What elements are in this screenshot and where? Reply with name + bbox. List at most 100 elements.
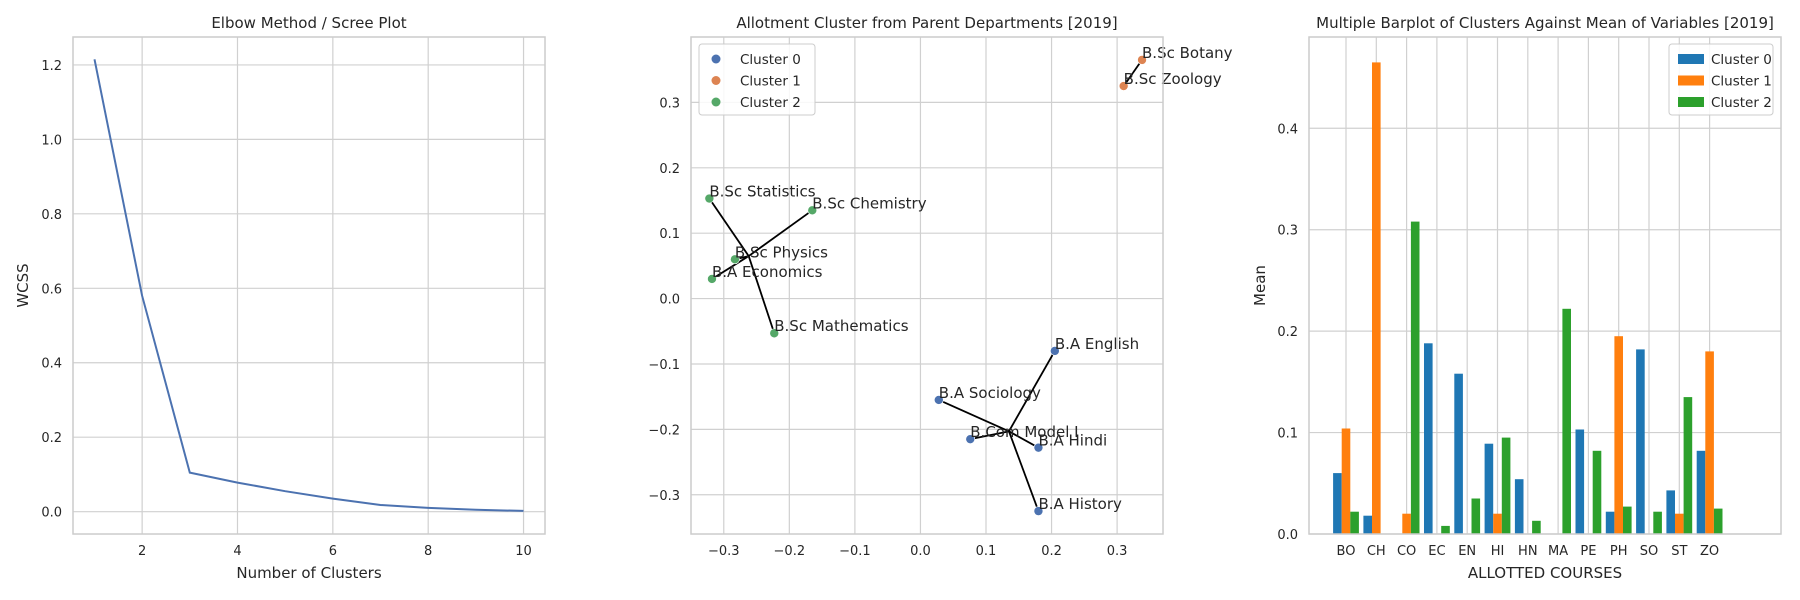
bar	[1605, 511, 1615, 534]
elbow-y-tick-label: 0.4	[41, 357, 62, 372]
barplot-x-tick-label: HI	[1491, 544, 1505, 559]
elbow-y-tick-label: 0.0	[41, 506, 62, 521]
scatter-point	[807, 205, 818, 216]
cluster-barplot-ylabel: Mean	[1251, 265, 1269, 306]
barplot-x-tick-label: HN	[1518, 544, 1538, 559]
scatter-x-tick-label: 0.3	[1107, 544, 1128, 559]
barplot-y-tick-label: 0.4	[1277, 122, 1298, 137]
scatter-point-label: B.A Hindi	[1038, 432, 1107, 450]
elbow-x-tick-label: 6	[329, 544, 337, 559]
scatter-point-label: B.Sc Mathematics	[774, 317, 908, 335]
barplot-x-tick-label: MA	[1548, 544, 1568, 559]
bar	[1372, 62, 1381, 535]
bar	[1623, 506, 1632, 534]
bar	[1424, 343, 1433, 534]
scatter-x-tick-label: 0.2	[1041, 544, 1062, 559]
scatter-point	[1033, 442, 1044, 453]
scatter-point-label: B.A English	[1055, 335, 1139, 353]
bar	[1575, 429, 1585, 534]
bar	[1636, 349, 1645, 534]
scatter-x-tick-label: −0.1	[839, 544, 871, 559]
legend-label: Cluster 2	[1711, 95, 1772, 111]
scatter-point	[1118, 81, 1129, 91]
scatter-y-tick-label: 0.2	[659, 162, 680, 177]
elbow-plot-ylabel: WCSS	[14, 263, 32, 307]
cluster-connector-line	[938, 399, 1010, 433]
elbow-y-tick-label: 0.8	[41, 208, 62, 223]
cluster-connector-line	[747, 255, 776, 334]
elbow-plot-xlabel: Number of Clusters	[236, 564, 381, 582]
bar	[1696, 450, 1706, 534]
scatter-point	[1033, 506, 1044, 516]
bar	[1441, 525, 1450, 534]
cluster-barplot-legend: Cluster 0 Cluster 1 Cluster 2	[1668, 43, 1774, 116]
scatter-point-label: B.A Sociology	[939, 384, 1041, 402]
barplot-x-tick-label: EC	[1428, 544, 1445, 559]
legend-label: Cluster 0	[1711, 52, 1772, 68]
cluster-connector-line	[711, 255, 750, 280]
legend-swatch	[1678, 97, 1704, 107]
legend-label: Cluster 1	[1711, 74, 1772, 90]
bar	[1410, 221, 1420, 534]
scatter-y-tick-label: 0.1	[659, 227, 680, 242]
elbow-x-tick-label: 4	[233, 544, 241, 559]
bar	[1484, 443, 1494, 534]
elbow-y-tick-label: 1.0	[41, 133, 62, 148]
cluster-connector-line	[1008, 350, 1056, 432]
bar	[1532, 520, 1541, 534]
barplot-x-tick-label: ZO	[1700, 544, 1719, 559]
barplot-x-tick-label: PE	[1580, 544, 1596, 559]
bar	[1683, 397, 1693, 534]
scatter-point-label: B.Sc Botany	[1142, 44, 1233, 62]
legend-marker	[711, 76, 721, 85]
legend-label: Cluster 1	[740, 74, 801, 90]
scatter-y-tick-label: −0.1	[648, 358, 680, 373]
cluster-barplot-xlabel: ALLOTTED COURSES	[1468, 564, 1622, 582]
scatter-point-label: B.Com Model I	[970, 423, 1078, 441]
barplot-x-tick-label: CH	[1367, 544, 1386, 559]
scatter-y-tick-label: −0.3	[648, 489, 680, 504]
cluster-connector-line	[970, 430, 1010, 441]
legend-label: Cluster 0	[740, 52, 801, 68]
legend-box	[698, 43, 816, 116]
scatter-point-label: B.Sc Physics	[735, 243, 828, 261]
cluster-connector-line	[748, 209, 813, 257]
scatter-x-tick-label: 0.1	[976, 544, 997, 559]
cluster-barplot-title: Multiple Barplot of Clusters Against Mea…	[1316, 14, 1774, 32]
scatter-point-label: B.A History	[1038, 495, 1122, 513]
bar	[1363, 515, 1372, 534]
legend-swatch	[1678, 75, 1704, 86]
bar	[1705, 351, 1714, 534]
scatter-y-tick-label: 0.0	[659, 293, 680, 308]
cluster-connector-line	[1008, 431, 1040, 512]
scatter-x-tick-label: −0.3	[708, 544, 740, 559]
cluster-connector-line	[708, 198, 750, 257]
scatter-point	[965, 434, 976, 444]
bar	[1713, 508, 1723, 534]
legend-marker	[711, 97, 721, 107]
scatter-x-tick-label: −0.2	[774, 544, 806, 559]
scatter-point-label: B.Sc Zoology	[1124, 70, 1222, 88]
bar	[1493, 513, 1502, 534]
legend-marker	[711, 54, 721, 64]
scatter-point-label: B.Sc Statistics	[709, 183, 815, 201]
elbow-plot-title: Elbow Method / Scree Plot	[211, 14, 406, 32]
scatter-x-tick-label: 0.0	[910, 544, 931, 559]
cluster-scatter-title: Allotment Cluster from Parent Department…	[736, 14, 1117, 32]
bar	[1501, 437, 1511, 534]
elbow-wcss-line	[93, 59, 524, 512]
legend-label: Cluster 2	[740, 95, 801, 111]
cluster-connector-line	[1008, 430, 1039, 449]
cluster-barplot-panel: BO CH CO EC EN HI HN MA PE PH SO ST ZO 0.0 0.1 0.2 0.3 0.…	[1251, 14, 1782, 582]
elbow-y-tick-label: 1.2	[41, 59, 62, 74]
scatter-point-label: B.A Economics	[712, 263, 823, 281]
elbow-x-tick-label: 2	[138, 544, 146, 559]
bar	[1341, 428, 1351, 534]
scatter-point	[704, 193, 715, 204]
bar	[1350, 511, 1359, 534]
bar	[1471, 498, 1481, 534]
scatter-y-tick-label: 0.3	[659, 96, 680, 111]
bar	[1402, 513, 1411, 534]
bar	[1514, 479, 1524, 534]
